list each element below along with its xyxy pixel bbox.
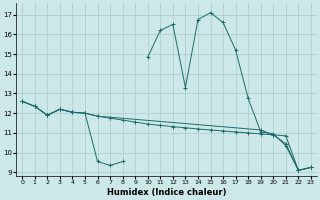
X-axis label: Humidex (Indice chaleur): Humidex (Indice chaleur)	[107, 188, 226, 197]
